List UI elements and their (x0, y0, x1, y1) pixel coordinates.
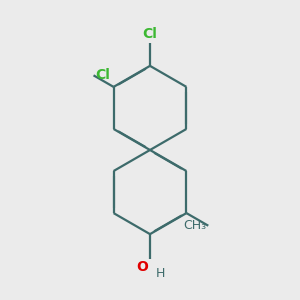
Text: O: O (136, 260, 148, 274)
Text: Cl: Cl (142, 27, 158, 40)
Text: H: H (155, 267, 165, 280)
Text: Cl: Cl (96, 68, 110, 82)
Text: CH₃: CH₃ (183, 219, 206, 232)
